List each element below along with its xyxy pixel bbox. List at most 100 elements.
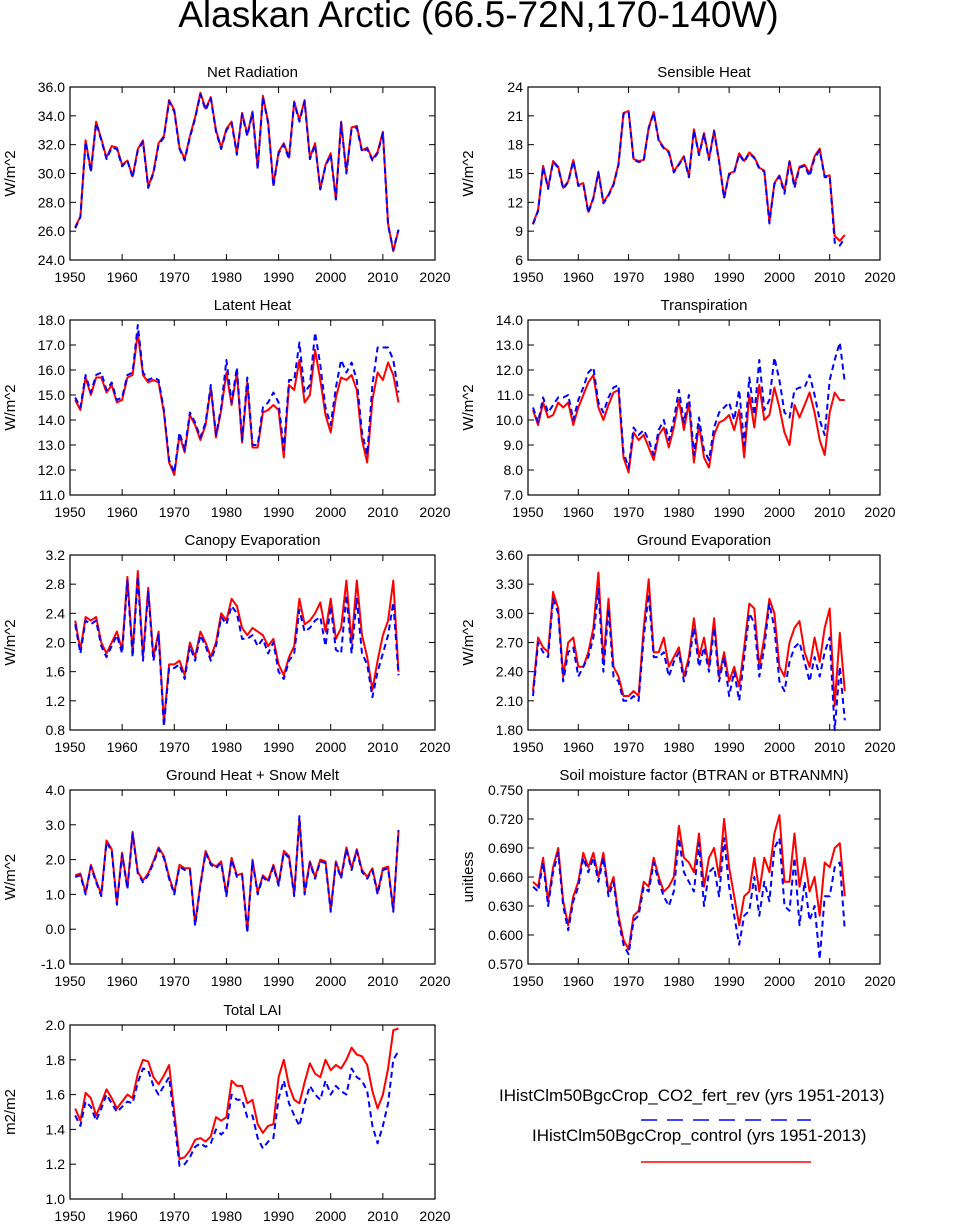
y-tick-label: 7.0 <box>504 487 524 503</box>
y-tick-label: 3.30 <box>496 576 523 592</box>
x-tick-label: 1950 <box>54 973 85 989</box>
x-tick-label: 1990 <box>714 504 745 520</box>
series-line-control <box>532 374 845 474</box>
x-tick-label: 1950 <box>512 973 543 989</box>
x-tick-label: 1970 <box>613 739 644 755</box>
x-tick-label: 1960 <box>107 269 138 285</box>
chart-panel-2: Latent Heat W/m^2 11.0 12.0 13.0 14.0 15.0 16.0… <box>2 297 451 520</box>
y-tick-label: 12.0 <box>496 362 523 378</box>
x-tick-label: 2010 <box>814 739 845 755</box>
plot-frame <box>69 319 436 496</box>
y-tick-label: 2.4 <box>46 605 66 621</box>
y-tick-label: 2.70 <box>496 635 523 651</box>
y-axis-label: W/m^2 <box>460 384 477 430</box>
y-tick-label: 15.0 <box>38 387 65 403</box>
x-tick-label: 2000 <box>764 269 795 285</box>
x-tick-label: 2000 <box>315 739 346 755</box>
x-tick-label: 1980 <box>211 739 242 755</box>
x-tick-label: 2000 <box>315 269 346 285</box>
x-tick-label: 1960 <box>107 504 138 520</box>
series-line-control <box>532 571 846 707</box>
legend-label-control: IHistClm50BgcCrop_control (yrs 1951-2013… <box>532 1126 867 1145</box>
x-tick-label: 2010 <box>367 269 398 285</box>
y-axis-label: W/m^2 <box>2 854 19 900</box>
y-tick-label: 9 <box>515 223 523 239</box>
x-tick-label: 1950 <box>512 269 543 285</box>
y-axis-label: W/m^2 <box>2 150 19 196</box>
x-tick-label: 1970 <box>159 739 190 755</box>
x-tick-label: 1950 <box>512 739 543 755</box>
plot-frame <box>69 86 436 261</box>
panel-title: Sensible Heat <box>657 64 751 81</box>
panel-title: Latent Heat <box>214 297 292 314</box>
x-tick-label: 1990 <box>263 1208 294 1224</box>
y-tick-label: 17.0 <box>38 337 65 353</box>
y-tick-label: 2.0 <box>46 852 66 868</box>
y-tick-label: 1.0 <box>46 1191 66 1207</box>
x-tick-label: 2000 <box>764 973 795 989</box>
x-tick-label: 2020 <box>419 1208 450 1224</box>
y-axis-label: m2/m2 <box>2 1089 19 1135</box>
x-tick-label: 2020 <box>419 269 450 285</box>
y-tick-label: 36.0 <box>38 79 65 95</box>
chart-panel-5: Ground Evaporation W/m^2 1.80 2.10 2.40 2.70 3… <box>460 532 896 755</box>
y-tick-label: 0.720 <box>488 811 523 827</box>
x-tick-label: 1990 <box>714 973 745 989</box>
x-tick-label: 1970 <box>159 504 190 520</box>
chart-panel-8: Total LAI m2/m2 1.0 1.2 1.4 1.6 1.8 2.0 1950 1960… <box>2 1002 451 1224</box>
y-tick-label: 2.40 <box>496 664 523 680</box>
x-tick-label: 1950 <box>512 504 543 520</box>
y-tick-label: 2.0 <box>46 635 66 651</box>
x-tick-label: 2010 <box>814 504 845 520</box>
x-tick-label: 2010 <box>367 973 398 989</box>
y-tick-label: 6 <box>515 252 523 268</box>
y-tick-label: 4.0 <box>46 782 66 798</box>
y-tick-label: 12.0 <box>38 462 65 478</box>
x-tick-label: 1970 <box>613 269 644 285</box>
x-tick-label: 1980 <box>211 1208 242 1224</box>
x-tick-label: 2010 <box>367 504 398 520</box>
y-tick-label: 2.8 <box>46 576 66 592</box>
series-line-co2-fert-rev <box>74 93 400 251</box>
x-tick-label: 1950 <box>54 269 85 285</box>
panel-title: Total LAI <box>223 1002 281 1019</box>
legend-label-co2-fert-rev: IHistClm50BgcCrop_CO2_fert_rev (yrs 1951… <box>499 1086 885 1105</box>
x-tick-label: 2000 <box>315 1208 346 1224</box>
series-line-co2-fert-rev <box>74 324 400 474</box>
x-tick-label: 1960 <box>563 269 594 285</box>
y-tick-label: 1.2 <box>46 1156 66 1172</box>
x-tick-label: 2010 <box>814 269 845 285</box>
series-line-co2-fert-rev <box>532 111 846 247</box>
y-tick-label: 0.600 <box>488 927 523 943</box>
series-line-co2-fert-rev <box>74 815 400 934</box>
x-tick-label: 1960 <box>563 504 594 520</box>
x-tick-label: 2020 <box>864 504 895 520</box>
x-tick-label: 1990 <box>714 269 745 285</box>
y-tick-label: 3.60 <box>496 547 523 563</box>
panel-title: Ground Heat + Snow Melt <box>166 767 340 784</box>
chart-panel-1: Sensible Heat W/m^2 6 9 12 15 18 21 24 1950 1960 19… <box>460 64 896 285</box>
x-tick-label: 1960 <box>563 739 594 755</box>
y-tick-label: 0.630 <box>488 898 523 914</box>
plot-frame <box>69 554 436 731</box>
chart-panel-4: Canopy Evaporation W/m^2 0.8 1.2 1.6 2.0 2.4 2.… <box>2 532 451 755</box>
x-tick-label: 2000 <box>764 739 795 755</box>
y-tick-label: 8.0 <box>504 462 524 478</box>
y-tick-label: 3.2 <box>46 547 66 563</box>
series-line-co2-fert-rev <box>532 588 846 731</box>
y-tick-label: 12 <box>507 194 523 210</box>
chart-panel-3: Transpiration W/m^2 7.0 8.0 9.0 10.0 11.0 12.0 1… <box>460 297 896 520</box>
x-tick-label: 2020 <box>419 504 450 520</box>
y-axis-label: W/m^2 <box>2 384 19 430</box>
y-tick-label: 1.2 <box>46 693 66 709</box>
y-tick-label: 13.0 <box>38 437 65 453</box>
y-tick-label: 3.00 <box>496 605 523 621</box>
x-tick-label: 1960 <box>107 739 138 755</box>
y-tick-label: 28.0 <box>38 194 65 210</box>
y-tick-label: 32.0 <box>38 137 65 153</box>
y-tick-label: 11.0 <box>39 487 65 503</box>
y-tick-label: 18.0 <box>38 312 65 328</box>
x-tick-label: 1990 <box>714 739 745 755</box>
y-tick-label: 1.80 <box>496 722 523 738</box>
